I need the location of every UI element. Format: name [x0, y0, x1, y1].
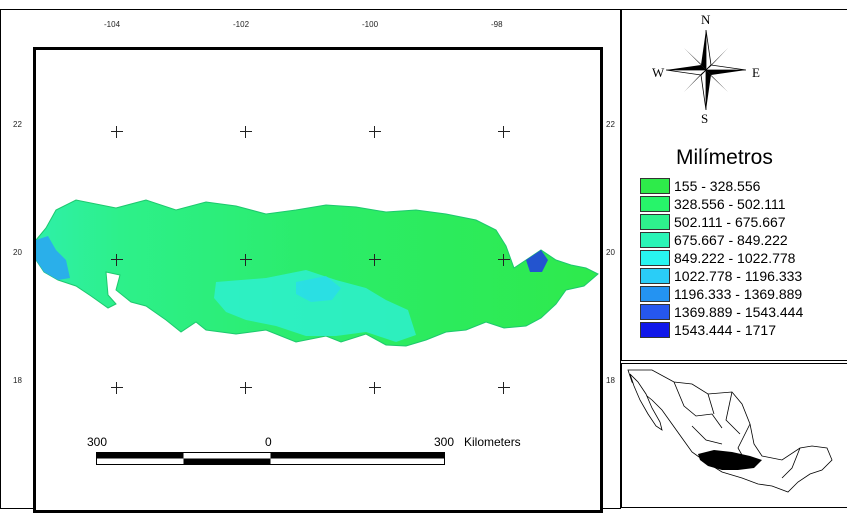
precipitation-map [36, 199, 599, 347]
legend-item: 1196.333 - 1369.889 [640, 285, 802, 302]
legend-item: 1543.444 - 1717 [640, 321, 776, 338]
lon-tick-top-4: -98 [491, 20, 503, 29]
scale-bar [96, 452, 445, 465]
scale-label-center: 0 [265, 435, 272, 449]
high-rainfall-area-west [36, 236, 70, 280]
lat-tick-left-1: 22 [13, 120, 22, 129]
legend-item: 849.222 - 1022.778 [640, 249, 795, 266]
graticule-cross [498, 126, 510, 138]
legend-panel: N S E W Milímetros 155 - 328.556 328.556… [621, 9, 847, 361]
legend-item-label: 1022.778 - 1196.333 [674, 267, 803, 284]
legend-item-label: 328.556 - 502.111 [674, 195, 786, 212]
compass-east-label: E [752, 65, 760, 80]
lat-tick-left-2: 20 [13, 248, 22, 257]
compass-west-label: W [652, 65, 665, 80]
legend-swatch [640, 231, 670, 248]
legend-item: 1369.889 - 1543.444 [640, 303, 803, 320]
lon-tick-top-1: -104 [104, 20, 121, 29]
study-area-highlight [698, 450, 762, 470]
legend-item-label: 1196.333 - 1369.889 [674, 285, 803, 302]
baja-california [629, 373, 663, 431]
north-arrow-icon [666, 30, 746, 110]
legend-item-label: 502.111 - 675.667 [674, 213, 786, 230]
inset-map-panel [621, 363, 847, 508]
legend-item: 155 - 328.556 [640, 177, 760, 194]
legend-swatch [640, 303, 670, 320]
legend-item-label: 1543.444 - 1717 [674, 321, 776, 338]
lat-tick-right-2: 20 [606, 248, 615, 257]
legend-item-label: 155 - 328.556 [674, 177, 761, 194]
legend-swatch [640, 195, 670, 212]
graticule-cross [369, 126, 381, 138]
legend-item: 328.556 - 502.111 [640, 195, 786, 212]
lat-tick-right-1: 22 [606, 120, 615, 129]
graticule-cross [240, 382, 252, 394]
legend-item-label: 675.667 - 849.222 [674, 231, 788, 248]
graticule-cross [240, 126, 252, 138]
mexico-outline [627, 369, 833, 493]
graticule-cross [111, 126, 123, 138]
mexico-locator-map [627, 369, 833, 493]
lat-tick-right-3: 18 [606, 376, 615, 385]
legend-item: 502.111 - 675.667 [640, 213, 786, 230]
graticule-cross [498, 382, 510, 394]
graticule-cross [111, 382, 123, 394]
legend-swatch [640, 213, 670, 230]
legend-item-label: 1369.889 - 1543.444 [674, 303, 804, 320]
compass-south-label: S [701, 111, 709, 126]
moderate-rainfall-area-center [296, 276, 341, 302]
graticule-cross [498, 254, 510, 266]
lat-tick-left-3: 18 [13, 376, 22, 385]
lon-tick-top-2: -102 [233, 20, 250, 29]
legend-swatch [640, 177, 670, 194]
map-panel: -104 -102 -100 -98 -104 -102 -100 -98 22… [0, 9, 621, 513]
scale-label-left: 300 [87, 435, 108, 449]
legend-swatch [640, 321, 670, 338]
legend-swatch [640, 267, 670, 284]
graticule-cross [240, 254, 252, 266]
legend-swatch [640, 285, 670, 302]
graticule-cross [111, 254, 123, 266]
graticule-cross [369, 382, 381, 394]
legend-swatch [640, 249, 670, 266]
scale-unit: Kilometers [464, 435, 521, 449]
legend-item: 1022.778 - 1196.333 [640, 267, 802, 284]
map-frame: 300 0 300 Kilometers [33, 47, 603, 513]
high-rainfall-area-east [526, 250, 548, 272]
legend-item: 675.667 - 849.222 [640, 231, 788, 248]
balsas-basin-region [36, 199, 599, 347]
compass-north-label: N [701, 12, 711, 27]
moderate-rainfall-area-south [214, 270, 416, 342]
legend-title: Milímetros [676, 146, 773, 169]
graticule-cross [369, 254, 381, 266]
scale-label-right: 300 [434, 435, 455, 449]
lon-tick-top-3: -100 [362, 20, 379, 29]
legend-item-label: 849.222 - 1022.778 [674, 249, 796, 266]
